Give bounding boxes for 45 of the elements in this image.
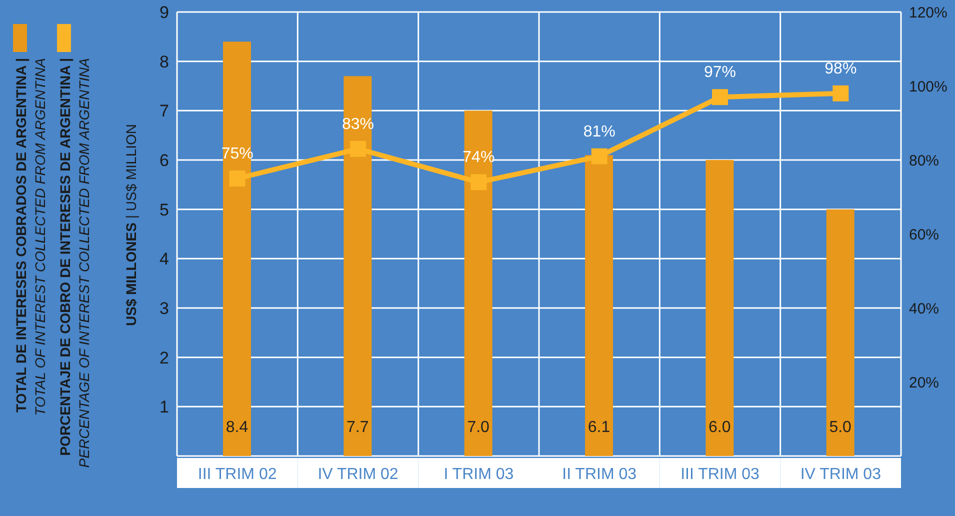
y2-tick-label: 100%	[909, 78, 948, 96]
y-tick-label: 9	[160, 3, 169, 22]
bar	[706, 160, 734, 456]
y-axis-title: US$ MILLONES | US$ MILLION	[123, 124, 139, 326]
x-tick-label: I TRIM 03	[444, 466, 514, 483]
point	[229, 170, 246, 186]
y2-tick-label: 80%	[909, 152, 940, 170]
point	[832, 85, 849, 102]
data-label: 81%	[583, 123, 616, 140]
data-label: 98%	[824, 60, 857, 78]
point	[350, 140, 366, 157]
data-label: 7.7	[346, 419, 369, 436]
legend-label: PORCENTAJE DE COBRO DE INTERESES DE ARGENTINA | PERCENTAGE OF INTEREST COLLECTED FROM ARGENTINA	[57, 58, 92, 468]
y2-tick-label: 60%	[909, 226, 940, 244]
y-tick-label: 6	[160, 151, 169, 170]
y-tick-label: 3	[160, 299, 169, 318]
y-tick-label: 4	[160, 250, 169, 269]
y-tick-label: 2	[160, 348, 169, 368]
y-tick-label: 7	[160, 102, 169, 121]
bar	[826, 209, 854, 456]
point	[470, 174, 487, 190]
y-tick-label: 5	[160, 200, 169, 220]
data-label: 8.4	[226, 419, 248, 436]
y2-tick-label: 40%	[909, 300, 940, 318]
bar	[585, 155, 613, 456]
y2-tick-label: 120%	[909, 4, 948, 22]
y-tick-label: 1	[160, 398, 169, 417]
y-tick-label: 8	[160, 52, 169, 72]
legend-label: TOTAL DE INTERESES COBRADOS DE ARGENTINA | TOTAL OF INTEREST COLLECTED FROM ARGENTINA	[13, 58, 48, 416]
data-label: 6.0	[708, 419, 731, 436]
data-label: 5.0	[829, 419, 852, 436]
x-tick-label: IV TRIM 02	[318, 466, 398, 483]
x-tick-label: IV TRIM 03	[800, 466, 882, 483]
x-tick-label: III TRIM 03	[680, 466, 760, 483]
data-label: 97%	[704, 64, 736, 82]
bar	[344, 76, 372, 456]
x-tick-label: II TRIM 03	[562, 466, 637, 483]
data-label: 6.1	[588, 419, 610, 436]
data-label: 7.0	[467, 419, 490, 436]
y2-tick-label: 20%	[909, 374, 940, 392]
point	[712, 89, 728, 106]
bar	[464, 110, 492, 456]
x-tick-label: III TRIM 02	[198, 466, 277, 483]
bar	[223, 42, 251, 456]
point	[591, 148, 608, 164]
